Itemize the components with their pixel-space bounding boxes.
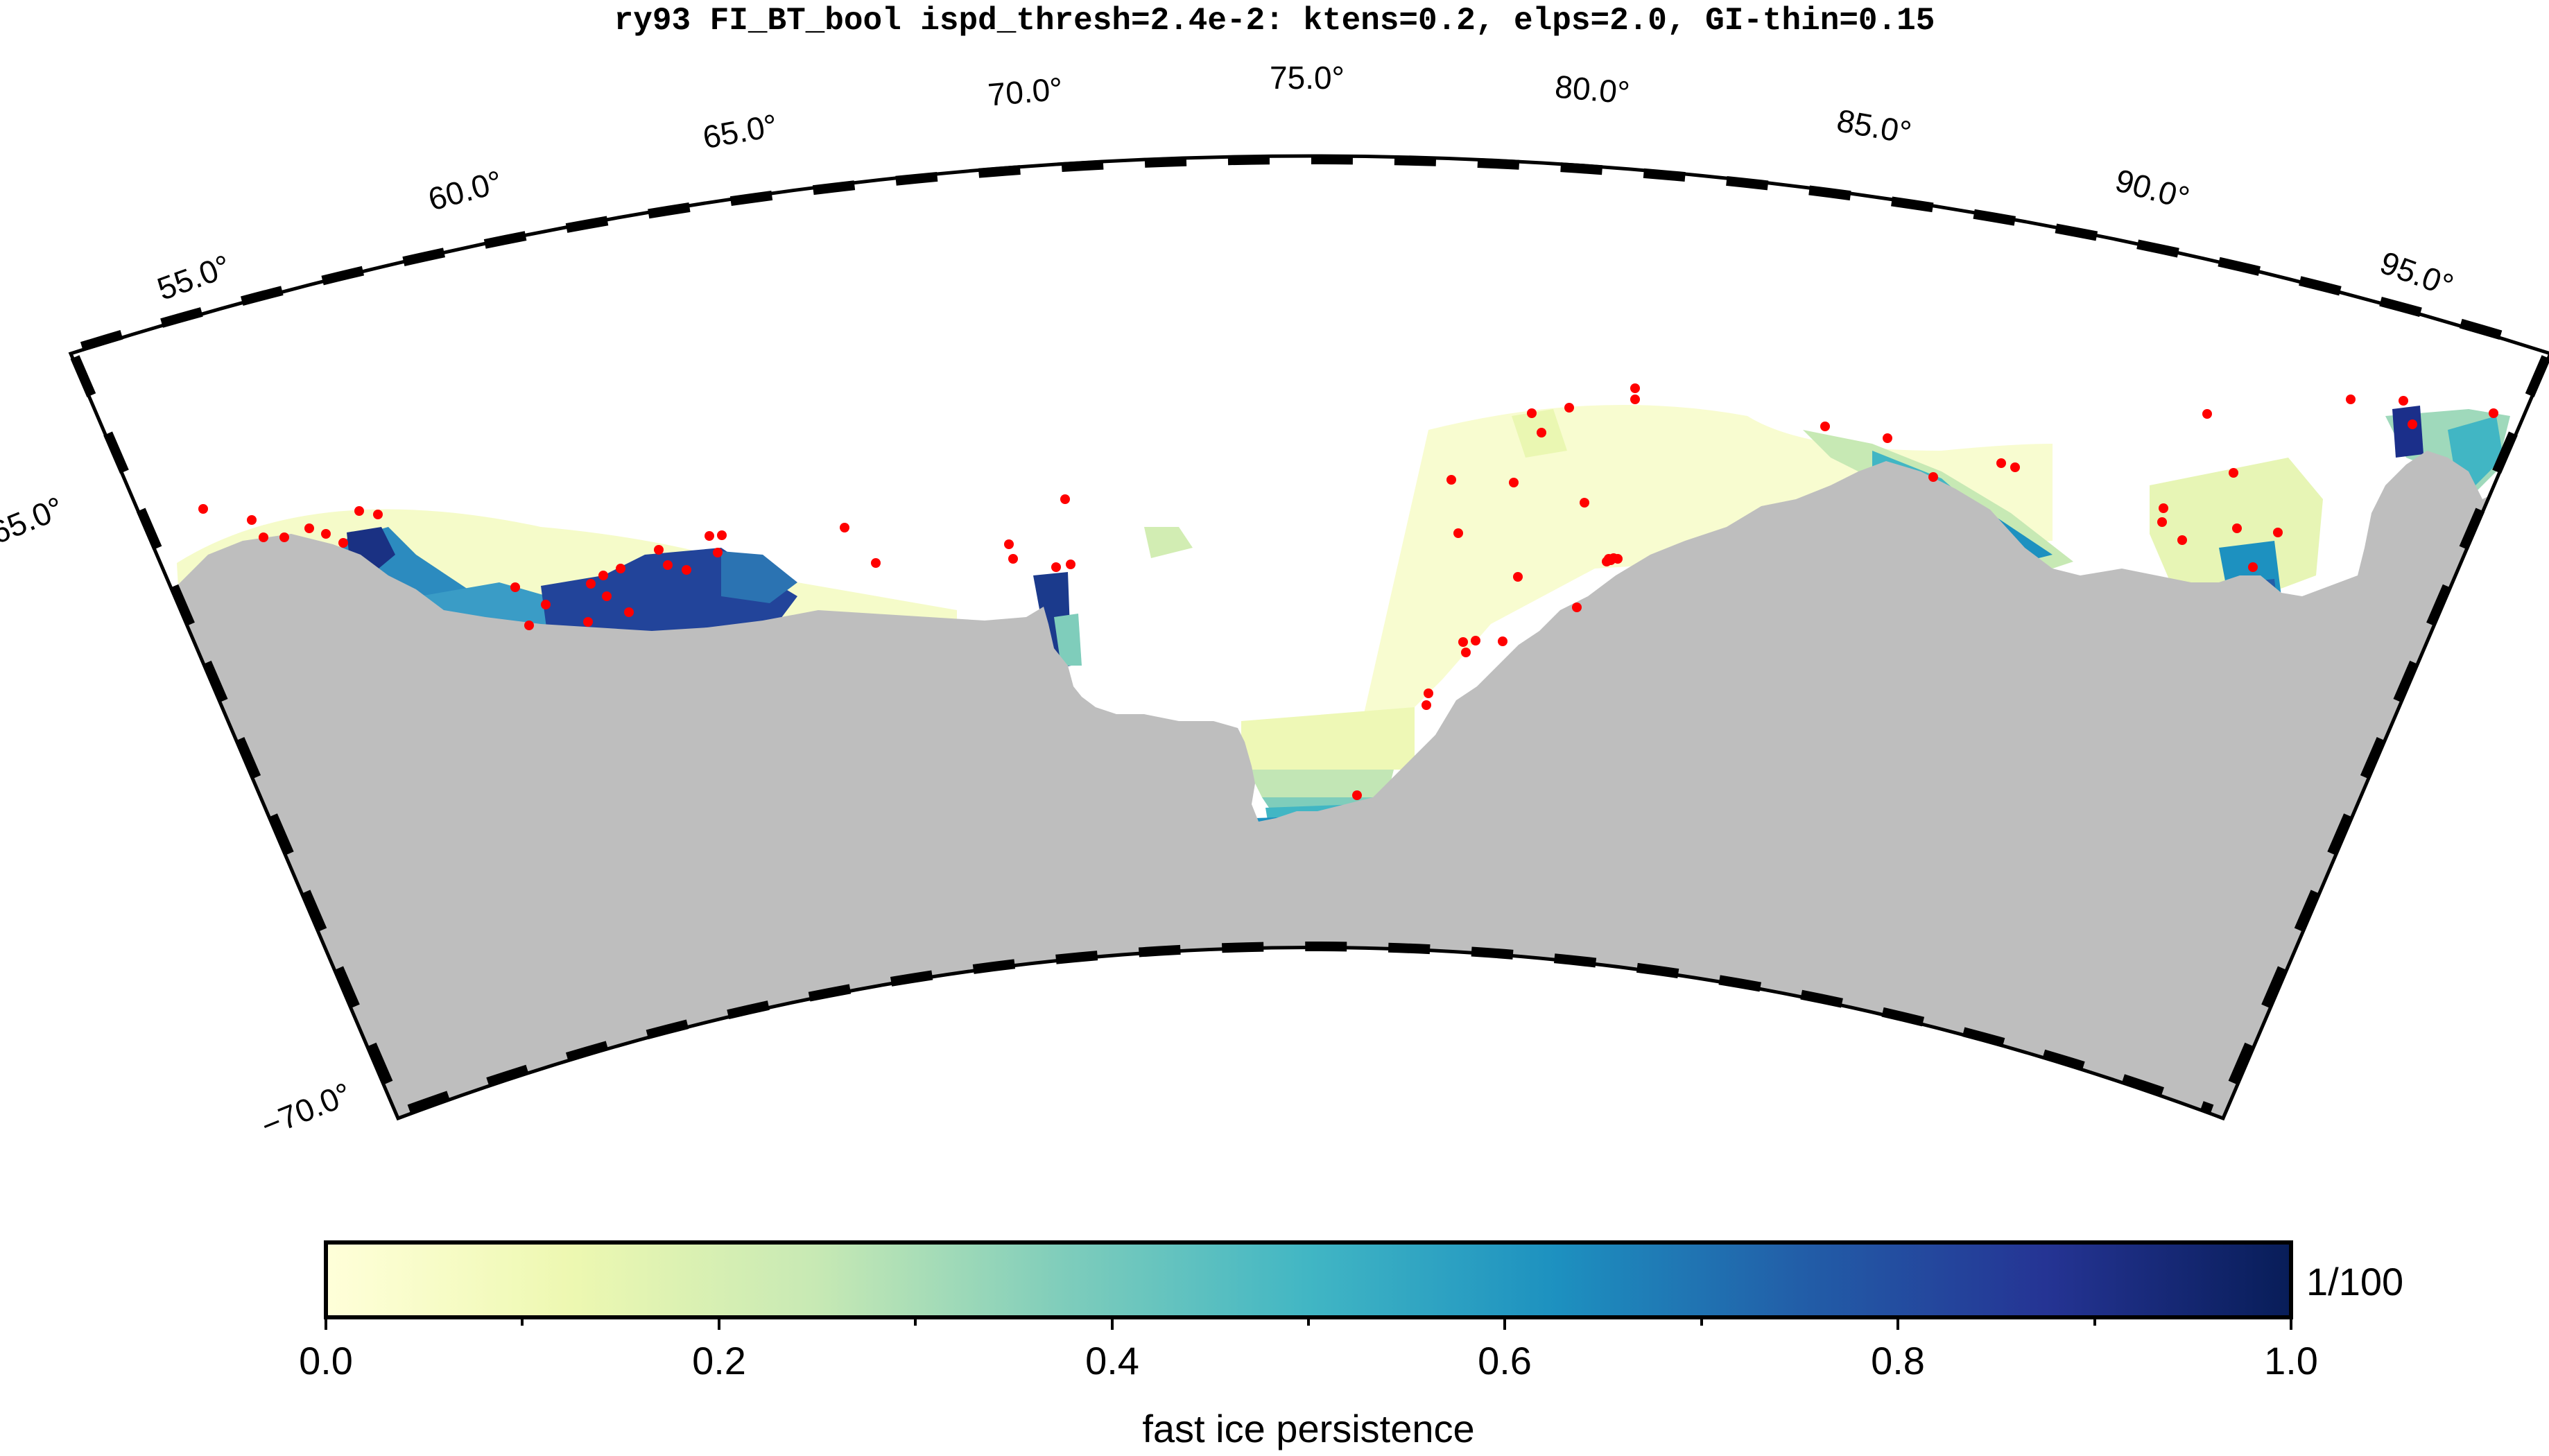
figure-title: ry93 FI_BT_bool ispd_thresh=2.4e-2: kten… xyxy=(614,3,1935,39)
lon-label-60: 60.0° xyxy=(424,163,506,217)
lon-label-75: 75.0° xyxy=(1270,60,1345,96)
lon-label-55: 55.0° xyxy=(153,248,235,307)
colorbar-tick-1: 0.2 xyxy=(692,1339,746,1383)
lon-label-70: 70.0° xyxy=(987,70,1064,112)
lon-label-90: 90.0° xyxy=(2111,162,2193,216)
colorbar: 0.0 0.2 0.4 0.6 0.8 1.0 1/100 fast ice p… xyxy=(299,1240,2403,1450)
lat-label-65: −65.0° xyxy=(0,489,69,558)
lon-label-95: 95.0° xyxy=(2376,244,2458,304)
lat-label-70: −70.0° xyxy=(256,1075,356,1144)
colorbar-tick-0: 0.0 xyxy=(299,1339,353,1383)
colorbar-scale-label: 1/100 xyxy=(2306,1260,2403,1303)
map-frame xyxy=(68,154,2549,1121)
lon-label-65: 65.0° xyxy=(700,107,780,155)
colorbar-tick-2: 0.4 xyxy=(1085,1339,1139,1383)
colorbar-tick-3: 0.6 xyxy=(1478,1339,1532,1383)
lon-label-85: 85.0° xyxy=(1834,102,1914,150)
colorbar-label: fast ice persistence xyxy=(1142,1407,1474,1450)
lon-label-80: 80.0° xyxy=(1553,68,1631,110)
red-markers xyxy=(198,383,2498,800)
colorbar-ticks xyxy=(325,1317,2292,1330)
colorbar-tick-4: 0.8 xyxy=(1871,1339,1925,1383)
colorbar-tick-5: 1.0 xyxy=(2264,1339,2318,1383)
colorbar-gradient xyxy=(324,1240,2293,1319)
